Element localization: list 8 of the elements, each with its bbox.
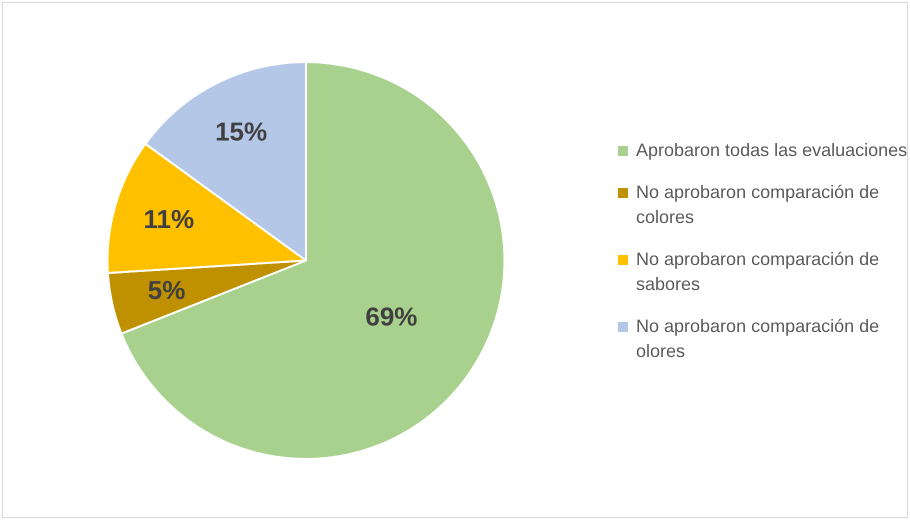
data-label: 5% [148,274,186,305]
legend-label: No aprobaron comparación de olores [636,315,880,363]
data-label: 11% [143,204,194,234]
legend-label: No aprobaron comparación de colores [636,181,880,229]
data-label: 15% [215,116,268,146]
legend-label: Aprobaron todas las evaluaciones [636,139,908,162]
data-label: 69% [365,302,418,332]
legend-label: No aprobaron comparación de sabores [636,248,880,296]
